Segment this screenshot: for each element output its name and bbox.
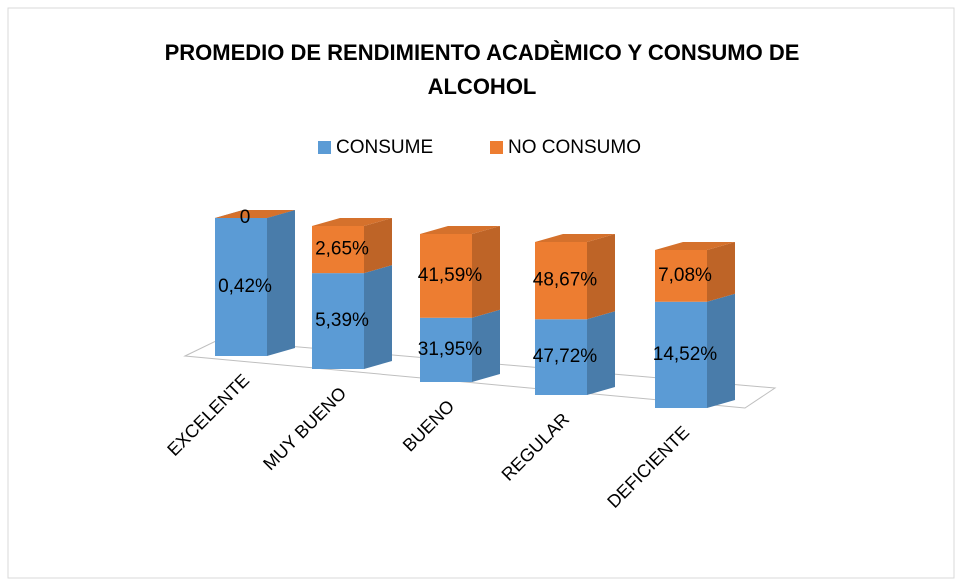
- legend-label: CONSUME: [336, 137, 433, 158]
- bar-front: [420, 317, 472, 382]
- bar-top: [420, 226, 500, 234]
- data-label: 0,42%: [218, 276, 272, 297]
- bar-side: [267, 210, 295, 356]
- bar-top: [312, 218, 392, 226]
- bar-side: [587, 234, 615, 320]
- bar-front: [312, 226, 364, 274]
- bar-front: [215, 218, 267, 356]
- bar-top: [655, 242, 735, 250]
- legend-swatch: [490, 141, 503, 154]
- bar-top: [535, 234, 615, 242]
- data-label: 48,67%: [533, 270, 598, 291]
- bar-segment: [535, 311, 615, 395]
- bar-segment: [655, 242, 735, 302]
- bar-side: [472, 309, 500, 382]
- legend-swatch: [318, 141, 331, 154]
- bar-top: [215, 210, 295, 218]
- bar-segment: [420, 226, 500, 318]
- bar-segment: [312, 265, 392, 369]
- legend-label: NO CONSUMO: [508, 137, 641, 158]
- bar-side: [707, 242, 735, 302]
- bar-front: [535, 242, 587, 320]
- bar-side: [472, 226, 500, 318]
- bar-front: [420, 234, 472, 318]
- bar-side: [707, 293, 735, 408]
- bar-front: [312, 273, 364, 369]
- bar-segment: [420, 309, 500, 382]
- bar-segment: [655, 293, 735, 408]
- data-label: 41,59%: [418, 265, 483, 286]
- chart-title: PROMEDIO DE RENDIMIENTO ACADÈMICO Y CONS…: [165, 40, 800, 99]
- data-label: 2,65%: [315, 239, 369, 260]
- data-label: 31,95%: [418, 339, 483, 360]
- data-label: 0: [240, 207, 251, 228]
- bar-segment: [215, 210, 295, 218]
- data-label: 7,08%: [658, 265, 712, 286]
- bar-front: [535, 319, 587, 395]
- bar-front: [655, 301, 707, 408]
- bar-front: [655, 250, 707, 302]
- bar-side: [587, 311, 615, 395]
- bar-segment: [535, 234, 615, 320]
- data-label: 47,72%: [533, 346, 598, 367]
- bar-segment: [312, 218, 392, 274]
- bar-side: [364, 265, 392, 369]
- data-label: 5,39%: [315, 310, 369, 331]
- bar-side: [364, 218, 392, 274]
- data-label: 14,52%: [653, 344, 718, 365]
